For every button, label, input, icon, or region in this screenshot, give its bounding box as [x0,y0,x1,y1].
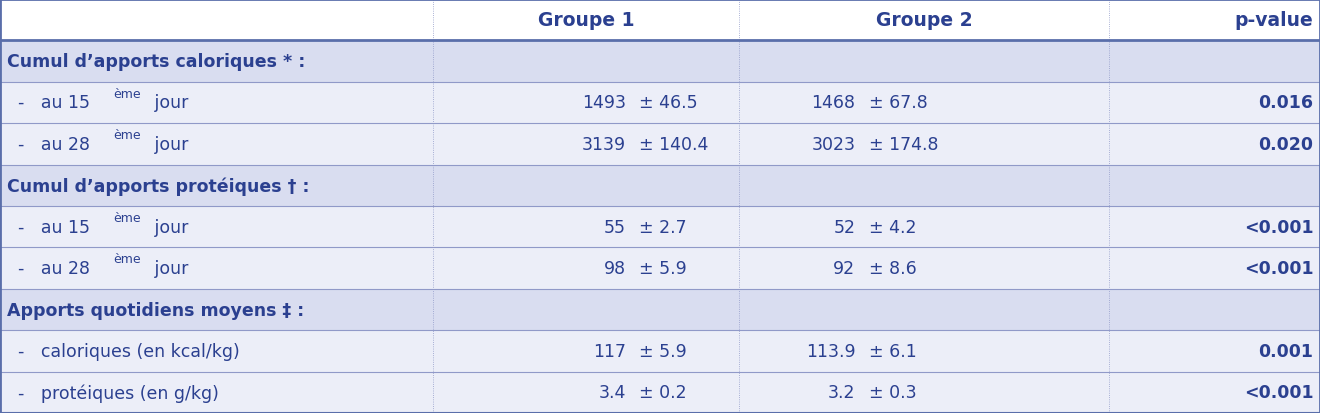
Text: ± 0.3: ± 0.3 [869,383,916,401]
Text: <0.001: <0.001 [1243,259,1313,278]
Text: -   caloriques (en kcal/kg): - caloriques (en kcal/kg) [7,342,239,360]
Bar [0,83,1320,124]
Text: jour: jour [149,94,189,112]
Text: -   au 15: - au 15 [7,94,90,112]
Text: ± 46.5: ± 46.5 [639,94,697,112]
Text: 1493: 1493 [582,94,626,112]
Text: jour: jour [149,135,189,154]
Text: Cumul d’apports caloriques * :: Cumul d’apports caloriques * : [7,53,305,71]
Text: 117: 117 [593,342,626,360]
Text: 0.001: 0.001 [1258,342,1313,360]
Text: ème: ème [114,129,141,142]
Text: ± 6.1: ± 6.1 [869,342,916,360]
Bar [0,124,1320,165]
Text: 0.016: 0.016 [1258,94,1313,112]
Text: 92: 92 [833,259,855,278]
Text: ème: ème [114,211,141,225]
Text: 0.020: 0.020 [1258,135,1313,154]
Text: ± 0.2: ± 0.2 [639,383,686,401]
Bar [0,330,1320,372]
Text: -   protéiques (en g/kg): - protéiques (en g/kg) [7,383,219,401]
Text: 98: 98 [603,259,626,278]
Bar [0,289,1320,330]
Text: 3139: 3139 [582,135,626,154]
Text: Cumul d’apports protéiques † :: Cumul d’apports protéiques † : [7,177,309,195]
Text: 113.9: 113.9 [805,342,855,360]
Text: ± 5.9: ± 5.9 [639,342,686,360]
Bar [0,0,1320,41]
Text: 3.2: 3.2 [828,383,855,401]
Text: ± 2.7: ± 2.7 [639,218,686,236]
Text: ± 67.8: ± 67.8 [869,94,928,112]
Text: -   au 28: - au 28 [7,259,90,278]
Bar [0,248,1320,289]
Text: 3023: 3023 [812,135,855,154]
Text: jour: jour [149,259,189,278]
Text: ème: ème [114,88,141,101]
Text: ± 8.6: ± 8.6 [869,259,916,278]
Text: ± 5.9: ± 5.9 [639,259,686,278]
Text: Groupe 2: Groupe 2 [875,11,973,30]
Text: Groupe 1: Groupe 1 [537,11,635,30]
Text: 52: 52 [833,218,855,236]
Text: <0.001: <0.001 [1243,218,1313,236]
Bar [0,206,1320,248]
Text: 3.4: 3.4 [598,383,626,401]
Text: ± 4.2: ± 4.2 [869,218,916,236]
Text: 55: 55 [603,218,626,236]
Text: <0.001: <0.001 [1243,383,1313,401]
Text: p-value: p-value [1234,11,1313,30]
Text: -   au 15: - au 15 [7,218,90,236]
Text: ± 140.4: ± 140.4 [639,135,709,154]
Text: jour: jour [149,218,189,236]
Text: ème: ème [114,253,141,266]
Bar [0,165,1320,206]
Text: Apports quotidiens moyens ‡ :: Apports quotidiens moyens ‡ : [7,301,304,319]
Text: ± 174.8: ± 174.8 [869,135,939,154]
Bar [0,372,1320,413]
Text: -   au 28: - au 28 [7,135,90,154]
Text: 1468: 1468 [812,94,855,112]
Bar [0,41,1320,83]
